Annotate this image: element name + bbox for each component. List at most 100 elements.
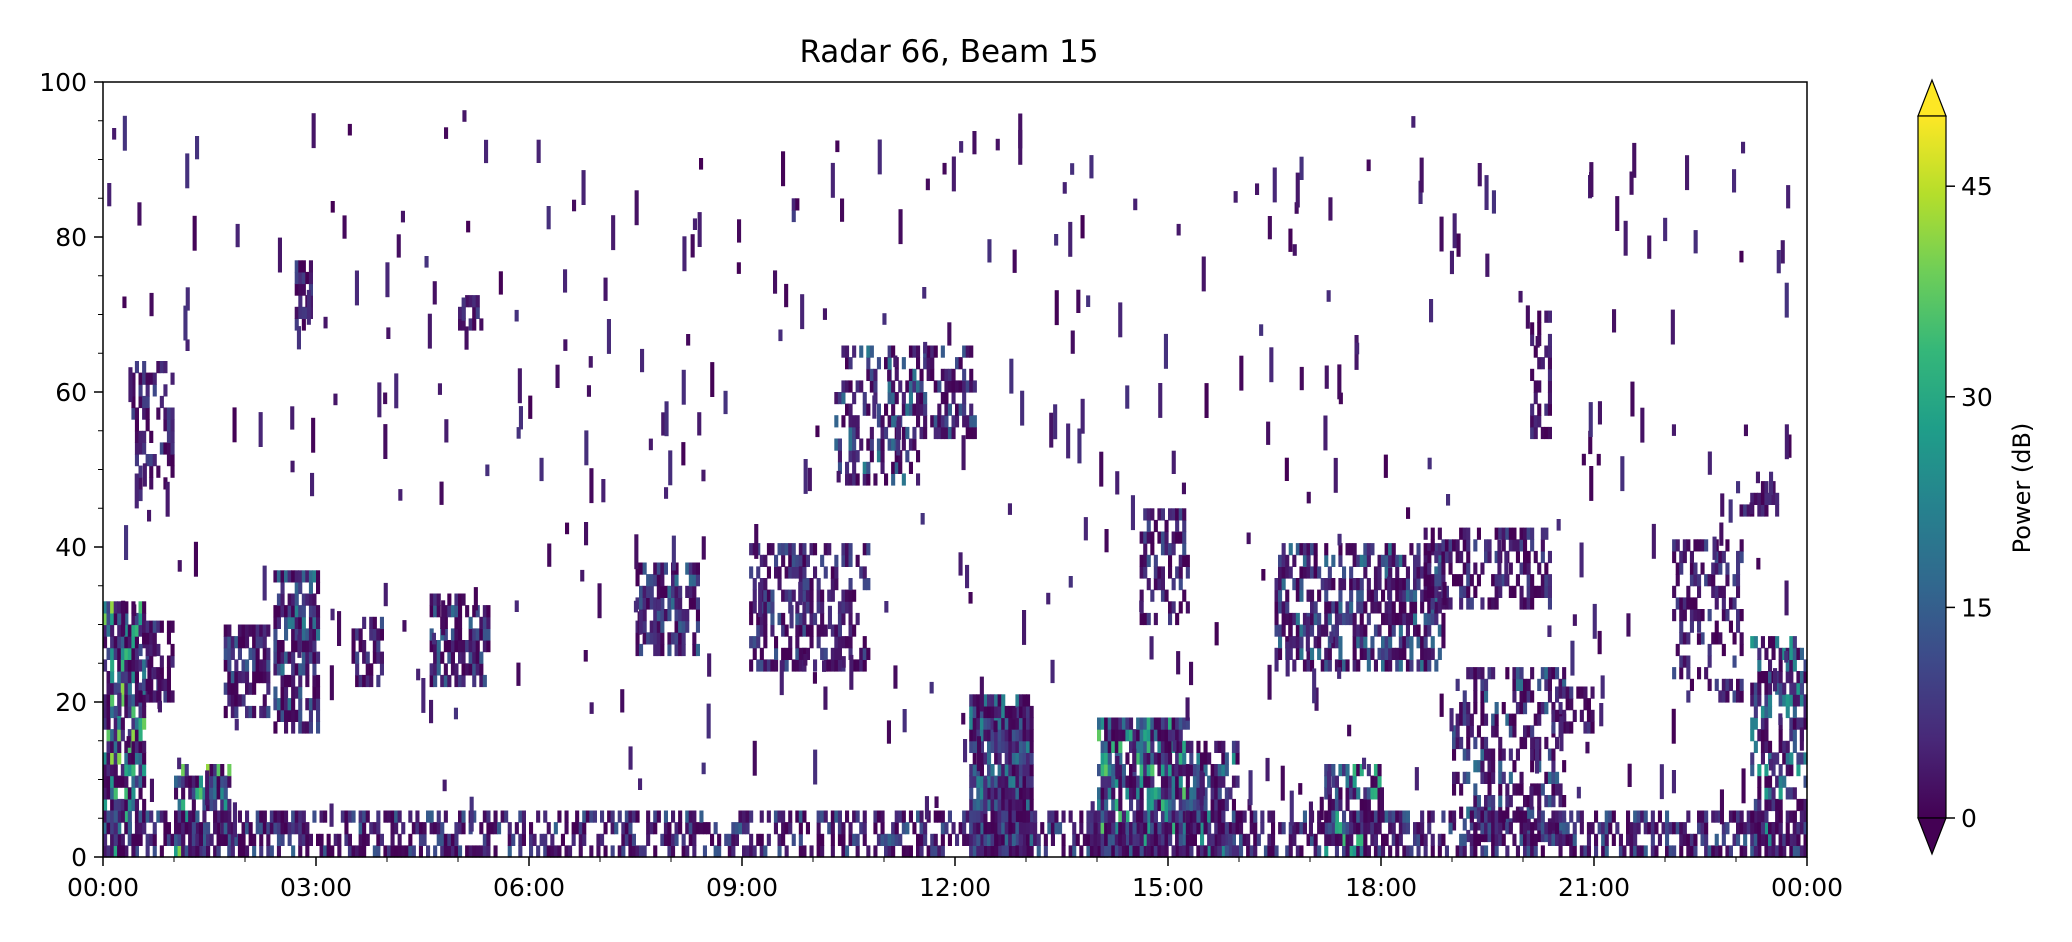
echo-cell bbox=[979, 822, 984, 835]
echo-cell bbox=[1366, 798, 1371, 812]
echo-cell bbox=[1363, 787, 1368, 800]
echo-cell bbox=[848, 415, 853, 428]
echo-cell bbox=[1359, 822, 1364, 835]
echo-cell bbox=[1015, 729, 1020, 742]
echo-cell bbox=[1739, 632, 1744, 645]
echo-cell bbox=[1125, 810, 1130, 823]
echo-cell bbox=[781, 554, 786, 567]
echo-cell bbox=[1784, 580, 1789, 616]
echo-cell bbox=[1491, 760, 1496, 773]
echo-cell bbox=[1473, 736, 1478, 750]
echo-cell bbox=[223, 798, 228, 812]
echo-cell bbox=[418, 845, 423, 858]
echo-cell bbox=[1327, 647, 1332, 660]
echo-cell bbox=[930, 845, 935, 858]
echo-cell bbox=[571, 822, 576, 835]
echo-cell bbox=[124, 612, 129, 626]
echo-cell bbox=[1391, 554, 1396, 567]
echo-cell bbox=[1278, 589, 1283, 602]
echo-cell bbox=[759, 659, 764, 672]
echo-cell bbox=[298, 833, 303, 846]
echo-cell bbox=[131, 705, 136, 719]
echo-cell bbox=[1756, 557, 1761, 570]
echo-cell bbox=[1672, 609, 1677, 622]
echo-cell bbox=[663, 833, 668, 846]
echo-cell bbox=[742, 810, 747, 823]
echo-cell bbox=[1416, 543, 1421, 556]
echo-cell bbox=[1714, 620, 1719, 633]
echo-cell bbox=[1736, 690, 1741, 703]
echo-cell bbox=[1665, 810, 1670, 823]
echo-cell bbox=[110, 845, 115, 858]
echo-cell bbox=[1423, 574, 1428, 587]
echo-cell bbox=[458, 640, 463, 653]
echo-cell bbox=[1725, 822, 1730, 835]
echo-cell bbox=[859, 566, 864, 579]
echo-cell bbox=[1050, 810, 1055, 823]
echo-cell bbox=[138, 430, 143, 443]
echo-cell bbox=[1778, 845, 1783, 858]
echo-cell bbox=[1469, 713, 1474, 726]
echo-cell bbox=[1121, 717, 1126, 730]
echo-cell bbox=[1168, 740, 1173, 753]
echo-cell bbox=[284, 822, 289, 835]
echo-cell bbox=[177, 560, 182, 572]
echo-cell bbox=[294, 318, 299, 331]
echo-cell bbox=[1796, 764, 1801, 777]
echo-cell bbox=[1416, 636, 1421, 649]
echo-cell bbox=[1689, 550, 1694, 564]
echo-cell bbox=[436, 593, 441, 606]
echo-cell bbox=[1718, 562, 1723, 575]
echo-cell bbox=[823, 647, 828, 660]
echo-cell bbox=[1118, 787, 1123, 800]
echo-cell bbox=[1178, 740, 1183, 753]
echo-cell bbox=[887, 845, 892, 858]
echo-cell bbox=[1789, 845, 1794, 858]
echo-cell bbox=[1764, 798, 1769, 812]
echo-cell bbox=[1739, 539, 1744, 552]
echo-cell bbox=[1604, 845, 1609, 858]
echo-cell bbox=[688, 810, 693, 823]
echo-cell bbox=[1757, 671, 1762, 684]
echo-cell bbox=[908, 403, 913, 416]
echo-cell bbox=[1356, 787, 1361, 800]
echo-cell bbox=[947, 426, 952, 440]
echo-cell bbox=[1523, 678, 1528, 691]
echo-cell bbox=[1182, 543, 1187, 556]
echo-cell bbox=[585, 810, 590, 823]
echo-cell bbox=[266, 822, 271, 835]
echo-cell bbox=[1004, 798, 1009, 812]
echo-cell bbox=[134, 473, 139, 509]
echo-cell bbox=[461, 318, 466, 331]
echo-cell bbox=[131, 729, 136, 742]
echo-cell bbox=[131, 740, 136, 753]
echo-cell bbox=[1452, 748, 1457, 761]
echo-cell bbox=[1452, 810, 1457, 823]
echo-cell bbox=[1359, 810, 1364, 823]
echo-cell bbox=[834, 566, 839, 579]
echo-cell bbox=[901, 845, 906, 858]
echo-cell bbox=[1753, 694, 1758, 707]
echo-cell bbox=[600, 810, 605, 823]
echo-cell bbox=[124, 659, 129, 672]
echo-cell bbox=[223, 636, 228, 649]
echo-cell bbox=[1508, 725, 1513, 738]
echo-cell bbox=[152, 833, 157, 846]
echo-cell bbox=[1547, 333, 1552, 347]
echo-cell bbox=[1168, 601, 1173, 614]
echo-cell bbox=[291, 605, 296, 618]
echo-cell bbox=[298, 616, 303, 629]
echo-cell bbox=[134, 775, 139, 788]
echo-cell bbox=[1278, 554, 1283, 567]
echo-cell bbox=[822, 308, 827, 320]
echo-cell bbox=[1176, 651, 1181, 675]
echo-cell bbox=[1672, 550, 1677, 564]
echo-cell bbox=[227, 694, 232, 707]
echo-cell bbox=[912, 426, 917, 440]
echo-cell bbox=[749, 636, 754, 649]
echo-cell bbox=[1530, 760, 1535, 773]
echo-cell bbox=[791, 589, 796, 602]
echo-cell bbox=[1182, 508, 1187, 521]
echo-cell bbox=[1157, 717, 1162, 730]
echo-cell bbox=[1491, 725, 1496, 738]
